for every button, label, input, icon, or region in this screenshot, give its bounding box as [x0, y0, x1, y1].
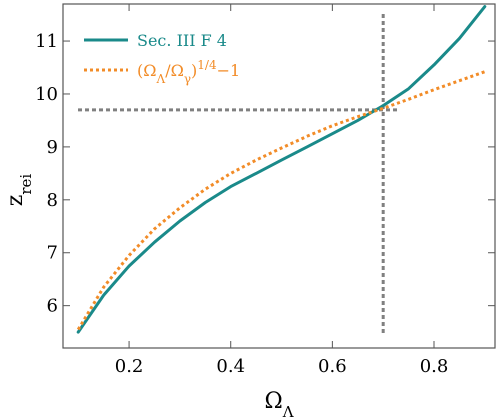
x-axis-title: ΩΛ: [264, 389, 293, 417]
x-tick-label: 0.2: [115, 356, 144, 377]
y-tick-label: 6: [47, 296, 58, 317]
series-lines: [76, 5, 487, 334]
plot-frame: [62, 3, 496, 349]
legend: Sec. III F 4 (ΩΛ/Ωγ)1/4−1: [84, 31, 240, 86]
legend-label-sec-iii: Sec. III F 4: [137, 31, 227, 50]
y-tick-label: 10: [35, 84, 58, 105]
x-tick-label: 0.6: [318, 356, 347, 377]
y-axis-ticks: 6 7 8 9 10 11: [35, 31, 495, 317]
series-line-ratio: [76, 70, 486, 331]
legend-label-ratio: (ΩΛ/Ωγ)1/4−1: [137, 58, 240, 86]
x-tick-label: 0.4: [216, 356, 245, 377]
y-tick-label: 8: [47, 190, 58, 211]
x-axis-ticks: 0.2 0.4 0.6 0.8: [115, 4, 449, 377]
y-axis-title: zrei: [3, 174, 35, 207]
x-tick-label: 0.8: [420, 356, 449, 377]
y-tick-label: 11: [35, 31, 58, 52]
y-tick-label: 7: [47, 243, 58, 264]
reference-lines: [78, 14, 398, 336]
series-line-sec-iii: [76, 5, 487, 334]
y-tick-label: 9: [47, 137, 58, 158]
